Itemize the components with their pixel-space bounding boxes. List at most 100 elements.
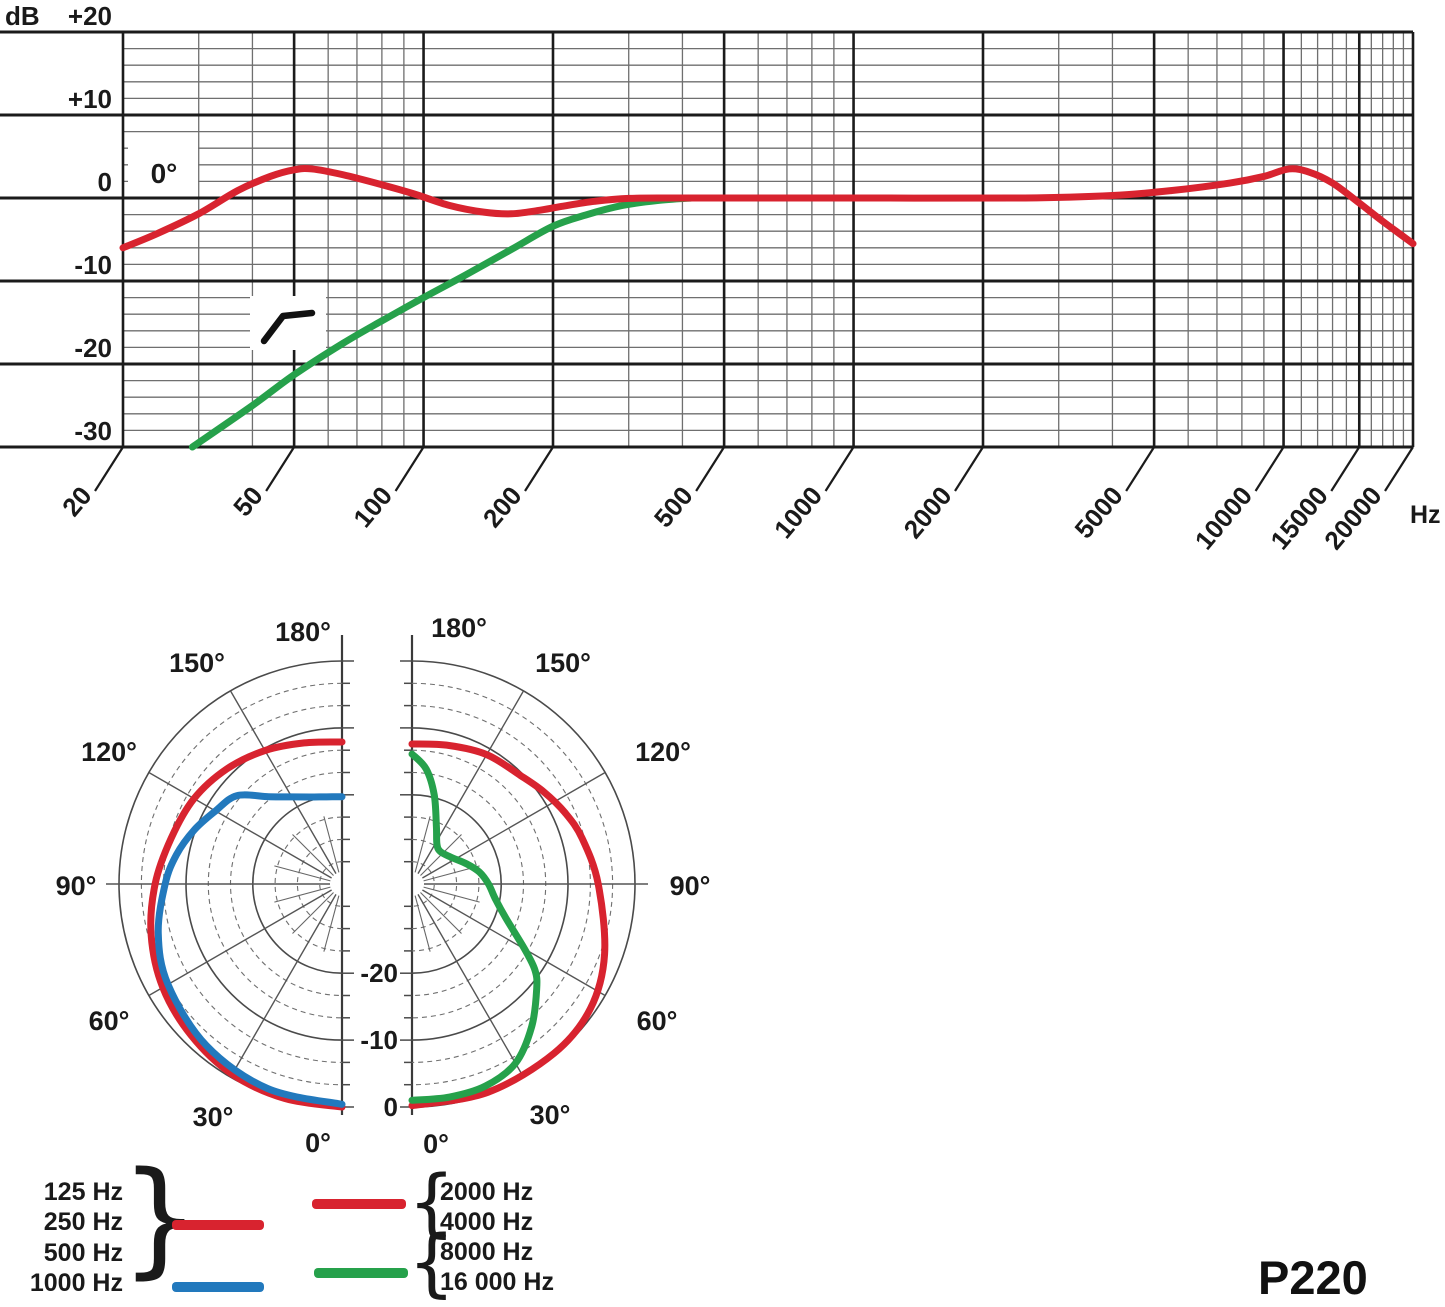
legend-label-500hz: 500 Hz: [43, 1239, 123, 1267]
polar-angle-label-left: 90°: [56, 871, 97, 901]
legend-brace-right-2: {: [408, 1220, 456, 1306]
x-tick-mark: [1384, 446, 1414, 492]
polar-angle-label-right: 30°: [530, 1100, 571, 1130]
x-tick-mark: [1125, 446, 1156, 492]
polar-grid: [106, 635, 648, 1115]
polar-ring-left: [296, 838, 343, 930]
y-tick-label: +10: [68, 84, 112, 114]
polar-ring-label: -10: [360, 1025, 398, 1055]
polar-angle-label-left: 30°: [193, 1102, 234, 1132]
x-tick-label: 1000: [768, 481, 828, 545]
curve-0-on-axis-response: [119, 165, 1417, 252]
legend-brace-left: }: [120, 1144, 201, 1291]
legend-swatch-blue: [172, 1282, 264, 1292]
polar-spoke-minor-right: [414, 895, 431, 952]
x-tick-mark: [695, 446, 726, 492]
legend-label-2000hz: 2000 Hz: [440, 1178, 534, 1206]
polar-angle-label-left: 0°: [305, 1128, 331, 1158]
polar-angle-label-right: 0°: [423, 1129, 449, 1159]
x-tick-mark: [824, 446, 855, 492]
polar-ring-label: -20: [360, 958, 398, 988]
polar-ring-right: [411, 861, 435, 907]
polar-curve-1000-hz: [154, 791, 346, 1108]
polar-angle-label-right: 60°: [637, 1006, 678, 1036]
y-tick-label: -30: [74, 416, 112, 446]
x-tick-label: 200: [477, 481, 528, 534]
polar-angle-label-right: 90°: [670, 871, 711, 901]
x-tick-label: 5000: [1069, 481, 1129, 545]
legend-label-250hz: 250 Hz: [43, 1208, 123, 1236]
polar-spoke-minor-left: [323, 816, 340, 873]
legend-label-1000hz: 1000 Hz: [29, 1269, 123, 1297]
x-tick-mark: [1330, 446, 1361, 492]
polar-ring-left: [274, 816, 343, 952]
polar-curve-8000-16000-hz: [408, 750, 541, 1104]
x-tick-mark: [524, 446, 554, 492]
hz-axis-unit-label: Hz: [1410, 501, 1441, 529]
x-tick-mark: [1254, 446, 1285, 492]
frequency-curves: [119, 165, 1417, 451]
legend-swatch-red-left: [172, 1220, 264, 1230]
polar-ring-label: 0: [384, 1092, 398, 1122]
polar-angle-label-right: 120°: [635, 737, 691, 767]
polar-spoke-left: [229, 690, 337, 874]
model-name: P220: [1258, 1251, 1368, 1304]
legend-label-8000hz: 8000 Hz: [440, 1238, 534, 1266]
x-tick-label: 15000: [1264, 481, 1333, 556]
y-tick-label: -20: [74, 333, 112, 363]
polar-spoke-left: [148, 889, 332, 997]
x-tick-mark: [94, 446, 124, 492]
polar-spoke-minor-right: [423, 886, 480, 903]
y-tick-label: -10: [74, 250, 112, 280]
on-axis-annotation-box: [128, 146, 198, 196]
polar-spoke-right: [417, 894, 525, 1078]
curve-bass-cut-filter-response: [188, 194, 696, 451]
x-tick-label: 500: [648, 481, 699, 534]
x-tick-label: 20000: [1318, 481, 1387, 556]
polar-curve-125-500-hz: [147, 738, 346, 1111]
bass-cut-filter-icon: [260, 309, 316, 345]
polar-spoke-minor-left: [323, 895, 340, 952]
x-tick-label: 20: [56, 481, 98, 522]
polar-angle-label-left: 150°: [169, 648, 225, 678]
polar-angle-label-right: 150°: [535, 648, 591, 678]
x-tick-label: 2000: [897, 481, 957, 545]
polar-spoke-left: [229, 894, 337, 1078]
polar-spoke-right: [422, 889, 606, 997]
legend-swatch-red-right: [312, 1199, 406, 1209]
polar-angle-label-left: 60°: [89, 1006, 130, 1036]
polar-angle-label-right: 180°: [431, 613, 487, 643]
x-tick-mark: [394, 446, 425, 492]
frequency-annotations: 0°: [128, 146, 326, 350]
on-axis-annotation-label: 0°: [151, 158, 178, 189]
frequency-axis-labels: 0 +10 +20 -10 -20 -30 20 50 100 200 500 1000 2000 500…: [56, 1, 1414, 556]
polar-angle-label-left: 120°: [81, 737, 137, 767]
polar-curves: [147, 738, 609, 1111]
x-tick-label: 50: [227, 481, 269, 522]
x-tick-mark: [265, 446, 296, 492]
polar-spoke-left: [148, 771, 332, 879]
x-tick-label: 10000: [1189, 481, 1258, 556]
y-tick-label: 0: [98, 167, 112, 197]
polar-spoke-minor-left: [274, 865, 331, 882]
polar-ring-right: [411, 816, 480, 952]
legend-brace-right-1: {: [408, 1160, 456, 1246]
polar-labels: 0° 0° 30° 30° 60° 60° 90° 90° 120° 120° 150° 150° 18…: [56, 613, 711, 1159]
polar-curve-2000-4000-hz: [408, 740, 609, 1110]
legend-swatch-green: [314, 1268, 408, 1278]
polar-ring-left: [319, 861, 343, 907]
y-tick-label: +20: [68, 1, 112, 31]
x-tick-label: 100: [347, 481, 398, 534]
polar-spoke-minor-right: [420, 892, 462, 934]
polar-spoke-minor-left: [274, 886, 331, 903]
x-tick-mark: [954, 446, 984, 492]
db-axis-unit-label: dB: [5, 1, 40, 31]
legend-label-125hz: 125 Hz: [43, 1178, 123, 1206]
polar-spoke-minor-left: [292, 834, 334, 876]
polar-spoke-minor-right: [414, 816, 431, 873]
frequency-grid: [0, 30, 1415, 449]
polar-spoke-minor-left: [292, 892, 334, 934]
polar-angle-label-left: 180°: [275, 617, 331, 647]
